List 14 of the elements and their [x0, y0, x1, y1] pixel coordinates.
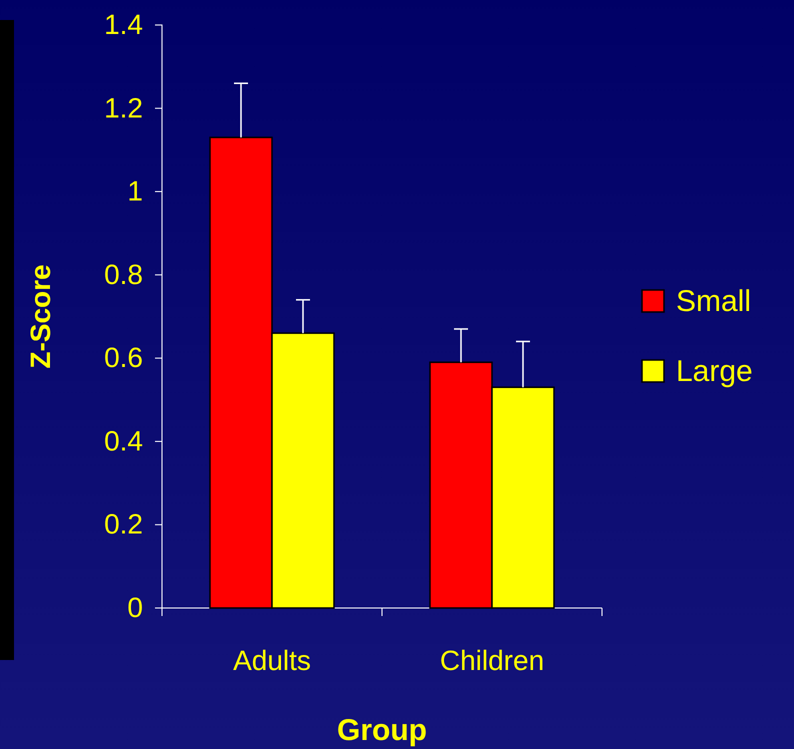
- x-axis-title: Group: [337, 714, 427, 747]
- y-tick-label: 0.4: [104, 425, 143, 456]
- legend-label: Large: [676, 355, 753, 388]
- y-tick-label: 0: [127, 592, 143, 623]
- y-axis-title: Z-Score: [25, 264, 56, 369]
- legend-label: Small: [676, 285, 752, 318]
- y-tick-label: 0.2: [104, 508, 143, 540]
- y-tick-label: 0.6: [104, 342, 143, 374]
- y-tick-label: 0.8: [104, 258, 143, 290]
- x-tick-label: Adults: [233, 644, 311, 676]
- x-tick-label: Children: [440, 644, 544, 676]
- y-tick-label: 1.2: [104, 92, 143, 124]
- y-tick-label: 1.4: [104, 8, 143, 40]
- y-tick-label: 1: [127, 176, 143, 207]
